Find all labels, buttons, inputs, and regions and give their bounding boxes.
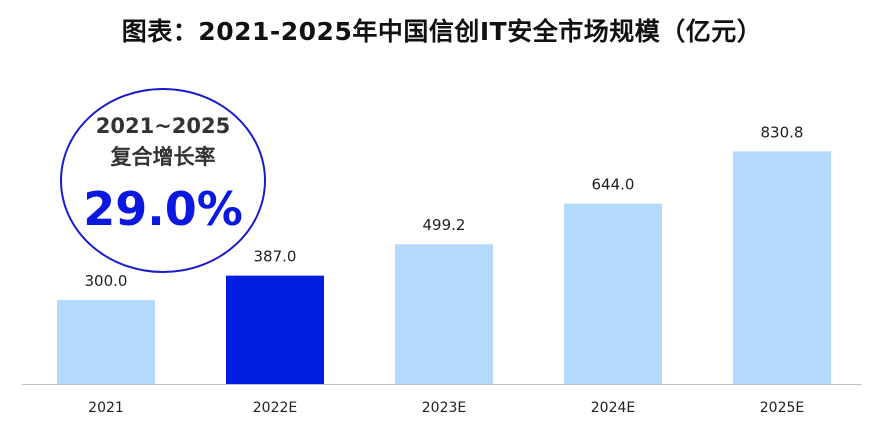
x-tick-label-2023E: 2023E <box>422 400 466 416</box>
x-tick-label-2025E: 2025E <box>760 400 804 416</box>
x-tick-label-2024E: 2024E <box>591 400 635 416</box>
bar-2025E <box>733 151 831 384</box>
bar-2022E <box>226 275 324 384</box>
data-label-2021: 300.0 <box>85 272 128 290</box>
x-tick-label-2021: 2021 <box>88 400 124 416</box>
bar-2023E <box>395 244 493 384</box>
bar-2021 <box>57 300 155 384</box>
data-label-2024E: 644.0 <box>592 176 635 194</box>
data-label-2023E: 499.2 <box>423 216 466 234</box>
cagr-callout: 2021~2025 复合增长率 29.0% <box>60 88 266 273</box>
x-tick-label-2022E: 2022E <box>253 400 297 416</box>
chart-title: 图表：2021-2025年中国信创IT安全市场规模（亿元） <box>121 17 763 46</box>
data-label-2022E: 387.0 <box>254 248 297 266</box>
bar-2024E <box>564 203 662 384</box>
data-label-2025E: 830.8 <box>761 123 804 141</box>
cagr-value: 29.0% <box>83 182 243 236</box>
cagr-period: 2021~2025 <box>95 114 231 138</box>
cagr-label: 复合增长率 <box>110 145 216 169</box>
